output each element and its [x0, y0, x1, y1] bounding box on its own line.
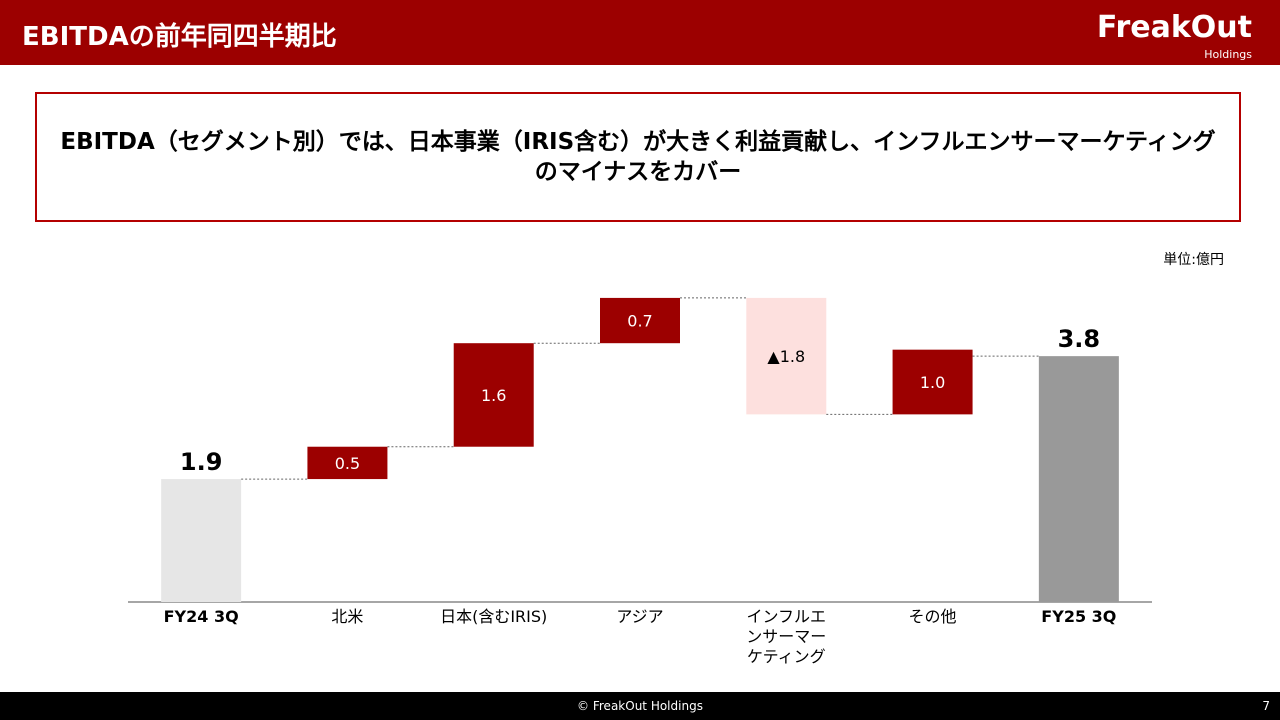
value-label: 1.0 [920, 373, 945, 392]
message: EBITDA（セグメント別）では、日本事業（IRIS含む）が大きく利益貢献し、イ… [60, 129, 1216, 185]
value-label: 0.7 [627, 312, 652, 331]
x-tick-label: 日本(含むIRIS) [440, 607, 548, 626]
unit-label: 単位:億円 [1163, 252, 1224, 268]
logo: FreakOut [1096, 10, 1252, 45]
bar [161, 479, 242, 602]
x-tick-label: インフルエンサーマーケティング [746, 607, 827, 666]
page-number: 7 [1262, 699, 1270, 713]
bar [746, 297, 827, 415]
bar [600, 297, 680, 344]
total-label: 3.8 [1058, 325, 1101, 353]
bar [892, 349, 973, 415]
footer: © FreakOut Holdings 7 [0, 692, 1280, 720]
bar [307, 446, 388, 480]
value-label: ▲1.8 [767, 347, 805, 366]
x-tick-label: FY24 3Q [163, 607, 239, 626]
x-tick-label: 北米 [331, 607, 364, 626]
x-tick-label: FY25 3Q [1041, 607, 1117, 626]
slide-title: EBITDAの前年同四半期比 [22, 22, 337, 52]
value-label: 1.6 [481, 386, 506, 405]
total-label: 1.9 [180, 448, 223, 476]
x-tick-label: その他 [908, 607, 957, 626]
x-tick-label: アジア [616, 607, 664, 626]
header-band [0, 0, 1280, 65]
value-label: 0.5 [335, 454, 360, 473]
bar [453, 343, 534, 447]
bar [1038, 356, 1119, 602]
logo-sub: Holdings [1204, 48, 1252, 61]
message-box: EBITDA（セグメント別）では、日本事業（IRIS含む）が大きく利益貢献し、イ… [35, 92, 1241, 222]
copyright: © FreakOut Holdings [577, 699, 703, 713]
